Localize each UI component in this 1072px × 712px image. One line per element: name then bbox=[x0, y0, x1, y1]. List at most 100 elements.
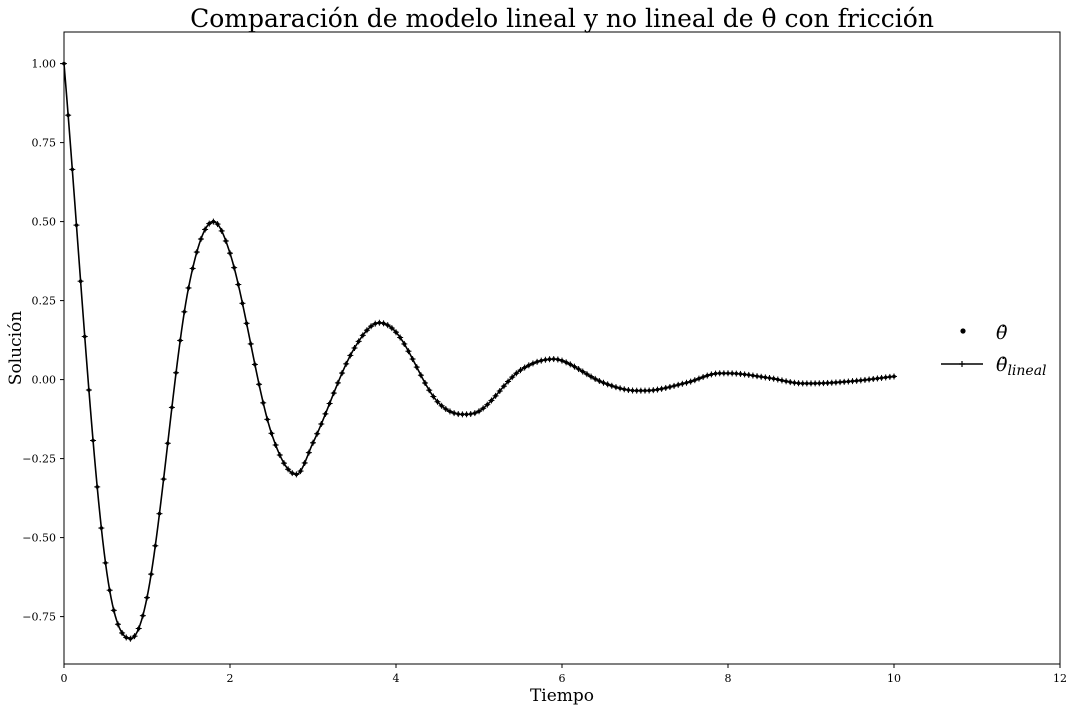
series-dot-marker bbox=[576, 367, 581, 371]
series-dot-marker bbox=[87, 388, 91, 392]
x-tick-label: 4 bbox=[393, 672, 400, 685]
series-dot-marker bbox=[282, 461, 286, 465]
series-dot-marker bbox=[265, 417, 270, 422]
series-dot-marker bbox=[456, 412, 461, 416]
series-dot-marker bbox=[854, 379, 859, 383]
series-dot-marker bbox=[178, 338, 182, 343]
series-dot-marker bbox=[410, 357, 415, 361]
series-dot-marker bbox=[116, 622, 120, 627]
series-dot-marker bbox=[560, 358, 564, 363]
x-tick-label: 12 bbox=[1053, 672, 1067, 685]
series-dot-marker bbox=[253, 362, 257, 367]
series-dot-marker bbox=[444, 407, 448, 411]
series-dot-marker bbox=[348, 353, 353, 358]
series-dot-marker bbox=[344, 362, 349, 366]
series-dot-marker bbox=[771, 376, 776, 381]
plot-frame bbox=[63, 31, 1061, 665]
series-dot-marker bbox=[527, 363, 531, 368]
series-dot-marker bbox=[361, 333, 365, 338]
series-dot-marker bbox=[821, 381, 826, 385]
series-dot-marker bbox=[630, 388, 635, 393]
series-dot-marker bbox=[531, 361, 535, 366]
series-dot-marker bbox=[203, 227, 207, 232]
series-dot-marker bbox=[373, 321, 378, 326]
series-dot-marker bbox=[290, 471, 295, 475]
series-dot-marker bbox=[327, 401, 332, 406]
series-dot-marker bbox=[414, 365, 419, 369]
series-dot-marker bbox=[406, 349, 411, 354]
series-dot-marker bbox=[680, 381, 685, 386]
series-dot-marker bbox=[224, 239, 228, 243]
x-tick-label: 6 bbox=[559, 672, 566, 685]
series-dot-marker bbox=[91, 438, 95, 443]
series-dot-marker bbox=[186, 286, 191, 290]
series-dot-marker bbox=[199, 237, 203, 241]
series-dot-marker bbox=[352, 346, 357, 350]
y-tick-label: 1.00 bbox=[32, 58, 57, 71]
series-dot-marker bbox=[244, 321, 249, 326]
series-dot-marker bbox=[647, 388, 651, 393]
series-dot-marker bbox=[564, 360, 568, 365]
series-dot-marker bbox=[572, 364, 577, 369]
series-dot-marker bbox=[722, 371, 726, 376]
series-dot-marker bbox=[875, 376, 880, 381]
series-dot-marker bbox=[780, 378, 784, 383]
series-dot-marker bbox=[672, 384, 676, 388]
series-dot-marker bbox=[419, 373, 423, 378]
legend: θ̇ θ̇lineal bbox=[941, 322, 1047, 379]
series-dot-marker bbox=[867, 377, 871, 382]
series-dot-marker bbox=[614, 385, 618, 389]
series-dot-marker bbox=[489, 398, 494, 403]
series-dot-marker bbox=[589, 374, 593, 379]
x-axis-ticks: 0 2 4 6 8 10 12 bbox=[61, 664, 1067, 685]
x-tick-label: 0 bbox=[61, 672, 68, 685]
series-dot-marker bbox=[688, 379, 693, 384]
series-dot-marker bbox=[477, 409, 481, 414]
series-dot-marker bbox=[568, 362, 573, 367]
series-dot-marker bbox=[273, 443, 278, 447]
series-dot-marker bbox=[506, 379, 510, 384]
y-axis-ticks: −0.75 −0.50 −0.25 0.00 0.25 0.50 0.75 1.00 bbox=[22, 58, 64, 624]
series-dot-marker bbox=[394, 330, 398, 335]
series-dot-marker bbox=[838, 380, 842, 384]
series-dot-marker bbox=[452, 411, 456, 415]
legend-label-theta-lineal: θ̇lineal bbox=[996, 354, 1047, 379]
series-dot-marker bbox=[369, 324, 373, 329]
series-dot-marker bbox=[767, 376, 772, 380]
series-dot-marker bbox=[132, 634, 137, 638]
series-dot-marker bbox=[215, 222, 220, 226]
series-dot-marker bbox=[626, 388, 631, 392]
series-dot-marker bbox=[95, 485, 99, 489]
series-dot-marker bbox=[460, 412, 465, 417]
series-dot-marker bbox=[805, 381, 809, 386]
series-dot-marker bbox=[502, 384, 506, 388]
chart-title: Comparación de modelo lineal y no lineal… bbox=[190, 4, 934, 33]
series-dot-marker bbox=[381, 321, 386, 326]
series-dot-marker bbox=[742, 372, 747, 377]
series-dot-marker bbox=[497, 389, 502, 393]
series-dot-marker bbox=[161, 477, 166, 481]
series-dot-marker bbox=[879, 376, 884, 380]
x-tick-label: 8 bbox=[725, 672, 732, 685]
series-dot-marker bbox=[543, 357, 548, 362]
series-dot-marker bbox=[871, 377, 876, 381]
series-dot-marker bbox=[705, 373, 710, 378]
series-dot-marker bbox=[800, 381, 805, 386]
x-tick-label: 10 bbox=[887, 672, 901, 685]
series-dot-marker bbox=[323, 412, 328, 416]
series-dot-marker bbox=[850, 379, 855, 383]
legend-item-dot: θ̇ bbox=[960, 322, 1008, 344]
legend-item-lineal: θ̇lineal bbox=[941, 354, 1047, 379]
series-dot-marker bbox=[307, 450, 311, 455]
series-dot-marker bbox=[182, 310, 187, 314]
series-dot-marker bbox=[356, 339, 361, 344]
series-dot-marker bbox=[319, 422, 324, 426]
x-tick-label: 2 bbox=[227, 672, 234, 685]
series-dot-marker bbox=[518, 368, 523, 372]
series-dot-marker bbox=[580, 369, 585, 374]
series-dot-marker bbox=[278, 453, 282, 457]
series-dot-marker bbox=[365, 328, 369, 333]
series-dot-marker bbox=[157, 511, 162, 516]
series-dot-marker bbox=[535, 360, 539, 364]
